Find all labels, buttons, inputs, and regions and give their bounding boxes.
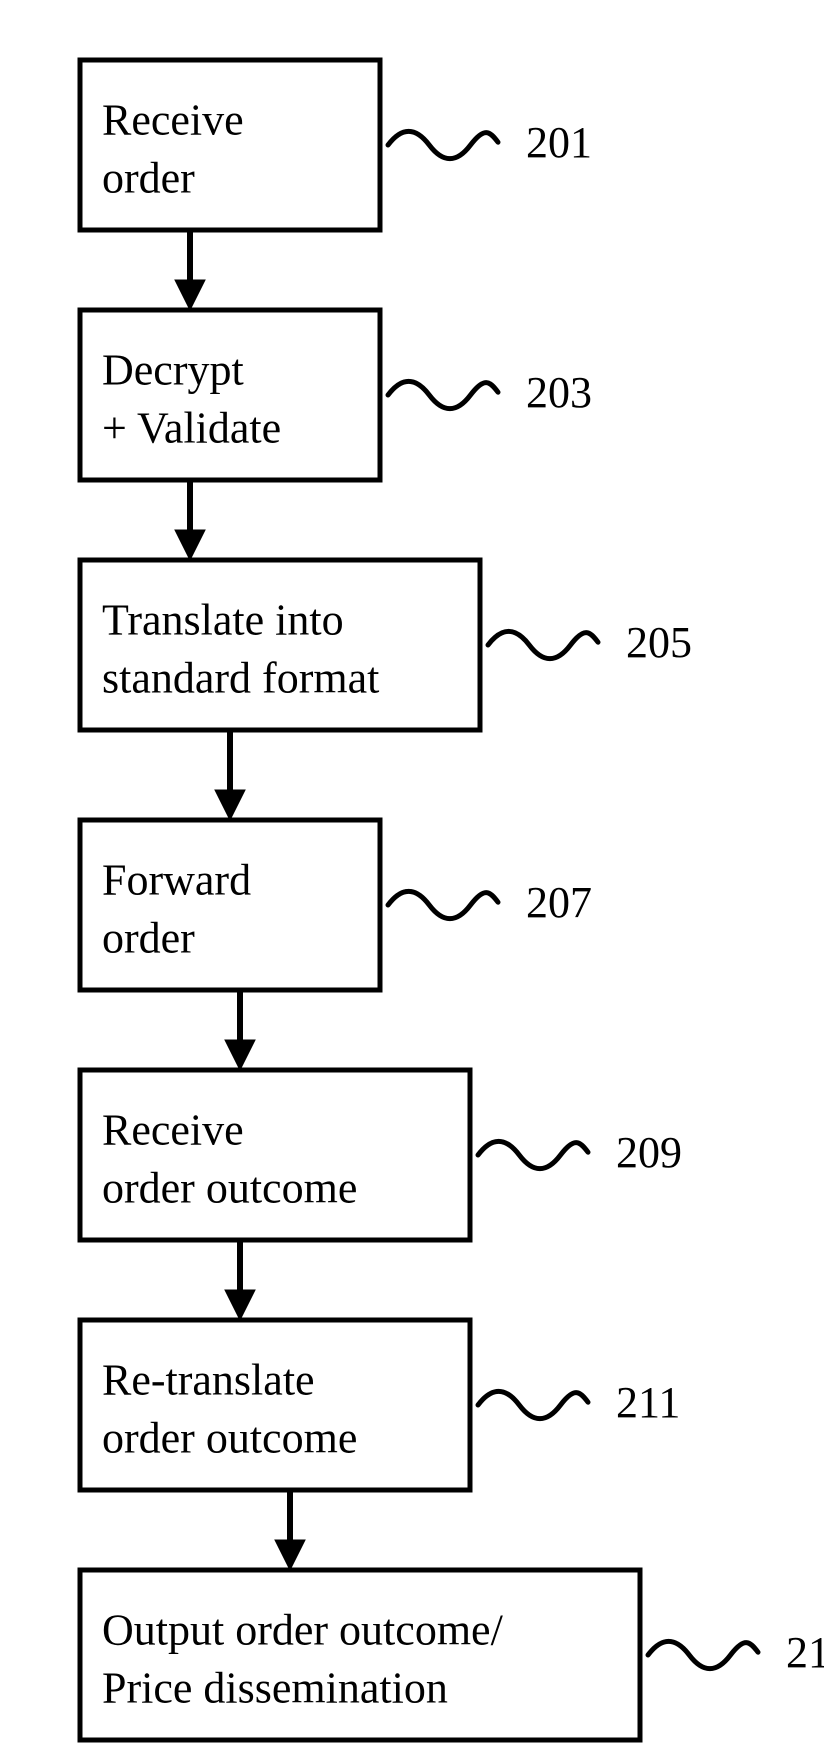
flow-arrow: [225, 990, 255, 1070]
flow-node-text-line2: order outcome: [102, 1413, 357, 1462]
reference-label: 207: [526, 878, 592, 927]
flow-node-box: [80, 820, 380, 990]
flow-node-box: [80, 1570, 640, 1740]
flow-node-text-line1: Re-translate: [102, 1356, 315, 1405]
reference-label: 211: [616, 1378, 680, 1427]
flow-node-text-line2: standard format: [102, 653, 379, 702]
flow-arrow: [175, 480, 205, 560]
flow-arrow: [215, 730, 245, 820]
reference-squiggle: [648, 1641, 758, 1668]
flow-node-text-line1: Receive: [102, 1106, 244, 1155]
reference-label: 201: [526, 118, 592, 167]
reference-squiggle: [388, 891, 498, 918]
flow-arrow-head: [275, 1540, 305, 1570]
flow-node-text-line1: Translate into: [102, 596, 344, 645]
reference-label: 203: [526, 368, 592, 417]
flow-node: Output order outcome/Price dissemination…: [80, 1570, 824, 1740]
flow-node: Translate into standard format 205: [80, 560, 692, 730]
flow-node-text-line2: order: [102, 153, 195, 202]
flow-arrow-head: [175, 280, 205, 310]
flow-node-text-line1: Decrypt: [102, 346, 244, 395]
flow-arrow-head: [215, 790, 245, 820]
reference-squiggle: [478, 1141, 588, 1168]
flow-node-box: [80, 310, 380, 480]
flow-arrow-head: [175, 530, 205, 560]
flowchart-canvas: Receive order 201 Decrypt + Validate 203 Trans…: [0, 0, 824, 1763]
flow-node-box: [80, 560, 480, 730]
flow-node-box: [80, 1320, 470, 1490]
flow-node: Receive order outcome 209: [80, 1070, 682, 1240]
flow-node-text-line2: order outcome: [102, 1163, 357, 1212]
flow-node: Re-translate order outcome 211: [80, 1320, 680, 1490]
flow-arrow: [175, 230, 205, 310]
flow-node-box: [80, 1070, 470, 1240]
flow-node-text-line1: Receive: [102, 96, 244, 145]
flow-node: Decrypt + Validate 203: [80, 310, 592, 480]
reference-squiggle: [478, 1391, 588, 1418]
flow-arrow: [275, 1490, 305, 1570]
reference-label: 213: [786, 1628, 824, 1677]
flow-node: Forward order 207: [80, 820, 592, 990]
reference-label: 205: [626, 618, 692, 667]
flow-arrow: [225, 1240, 255, 1320]
flow-node-text-line2: order: [102, 913, 195, 962]
reference-squiggle: [388, 381, 498, 408]
flow-node: Receive order 201: [80, 60, 592, 230]
flow-node-box: [80, 60, 380, 230]
flow-arrow-head: [225, 1290, 255, 1320]
flow-arrow-head: [225, 1040, 255, 1070]
reference-squiggle: [488, 631, 598, 658]
flow-node-text-line1: Forward: [102, 856, 251, 905]
flow-node-text-line1: Output order outcome/: [102, 1606, 504, 1655]
reference-squiggle: [388, 131, 498, 158]
reference-label: 209: [616, 1128, 682, 1177]
flow-node-text-line2: + Validate: [102, 403, 281, 452]
flow-node-text-line2: Price dissemination: [102, 1663, 448, 1712]
